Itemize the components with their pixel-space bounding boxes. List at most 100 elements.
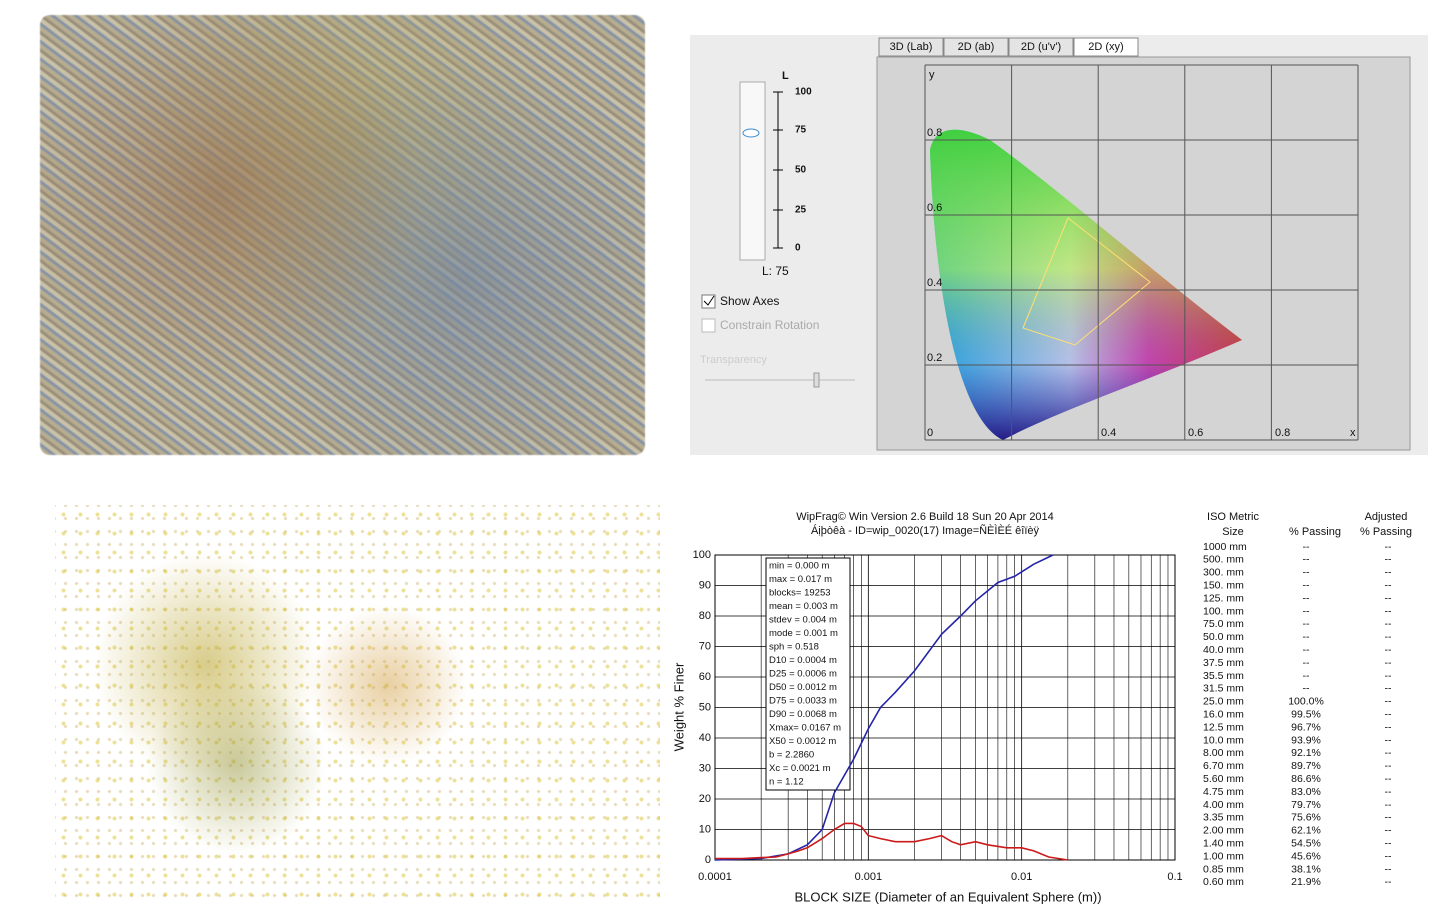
table-cell: 75.0 mm [1203, 618, 1244, 630]
table-header: ISO Metric [1207, 511, 1259, 523]
table-cell: 35.5 mm [1203, 670, 1244, 682]
ui-tick-label: 0.8 [1275, 427, 1290, 439]
tab-label: 3D (Lab) [890, 41, 933, 53]
table-cell: 21.9% [1291, 876, 1321, 888]
gamut-outline [1022, 217, 1151, 346]
y-tick-label: 10 [699, 823, 711, 835]
stats-line: min = 0.000 m [769, 561, 830, 572]
table-cell: -- [1385, 683, 1392, 695]
x-axis-label: BLOCK SIZE (Diameter of an Equivalent Sp… [794, 889, 1101, 904]
table-cell: 37.5 mm [1203, 657, 1244, 669]
tab-label: 2D (ab) [958, 41, 995, 53]
stats-line: max = 0.017 m [769, 574, 832, 585]
chart-title: WipFrag© Win Version 2.6 Build 18 Sun 20… [796, 511, 1054, 523]
table-cell: 31.5 mm [1203, 683, 1244, 695]
stats-line: mode = 0.001 m [769, 628, 838, 639]
table-cell: 100.0% [1288, 696, 1324, 708]
checkbox[interactable] [701, 294, 716, 309]
slider-tick-label: 0 [795, 243, 801, 254]
table-cell: 92.1% [1291, 747, 1321, 759]
stats-line: b = 2.2860 [769, 750, 814, 761]
stats-line: stdev = 0.004 m [769, 615, 837, 626]
table-cell: 16.0 mm [1203, 708, 1244, 720]
slider-caption: Transparency [700, 354, 767, 366]
table-cell: 93.9% [1291, 734, 1321, 746]
table-cell: -- [1385, 696, 1392, 708]
table-cell: 12.5 mm [1203, 721, 1244, 733]
table-header: % Passing [1360, 526, 1412, 538]
ui-tick-label: 0.6 [1188, 427, 1203, 439]
transparency-thumb[interactable] [813, 372, 820, 388]
table-cell: -- [1385, 618, 1392, 630]
table-cell: 79.7% [1291, 799, 1321, 811]
slider-tick-label: 25 [795, 205, 807, 216]
y-tick-label: 0 [705, 854, 711, 866]
tab-label: 2D (xy) [1088, 41, 1123, 53]
checkbox-label: Show Axes [720, 294, 779, 308]
table-cell: 1.00 mm [1203, 850, 1244, 862]
table-cell: 3.35 mm [1203, 812, 1244, 824]
x-tick-label: 0.0001 [698, 871, 732, 883]
rock-photo [40, 15, 645, 455]
slider-thumb[interactable] [742, 128, 760, 138]
table-cell: 75.6% [1291, 812, 1321, 824]
table-cell: 86.6% [1291, 773, 1321, 785]
data-line [714, 554, 1054, 861]
table-header: Size [1222, 526, 1243, 538]
checkbox[interactable] [701, 318, 716, 333]
stats-line: sph = 0.518 [769, 642, 819, 653]
table-cell: -- [1385, 631, 1392, 643]
table-cell: -- [1385, 799, 1392, 811]
table-cell: -- [1303, 670, 1310, 682]
chart-subtitle: Áịþòêà - ID=wip_0020(17) Image=ÑÈÌÈÉ êîï… [811, 524, 1040, 537]
stats-line: D10 = 0.0004 m [769, 655, 837, 666]
table-cell: 125. mm [1203, 592, 1244, 604]
slider-tick-label: 100 [795, 87, 812, 98]
table-cell: -- [1303, 618, 1310, 630]
tab-label: 2D (u'v') [1021, 41, 1061, 53]
y-tick-label: 30 [699, 762, 711, 774]
ui-tick-label: 0.8 [927, 127, 942, 139]
y-tick-label: 100 [693, 549, 711, 561]
table-cell: 300. mm [1203, 567, 1244, 579]
table-cell: 40.0 mm [1203, 644, 1244, 656]
y-tick-label: 90 [699, 579, 711, 591]
tab[interactable] [878, 37, 944, 57]
y-tick-label: 50 [699, 701, 711, 713]
slider-track[interactable] [739, 81, 766, 261]
x-tick-label: 0.001 [855, 871, 883, 883]
table-cell: 2.00 mm [1203, 825, 1244, 837]
table-cell: -- [1385, 657, 1392, 669]
table-cell: 96.7% [1291, 721, 1321, 733]
table-cell: -- [1385, 747, 1392, 759]
table-cell: -- [1385, 721, 1392, 733]
tab[interactable] [1073, 37, 1139, 57]
table-cell: -- [1303, 605, 1310, 617]
table-cell: -- [1303, 541, 1310, 553]
table-cell: 10.0 mm [1203, 734, 1244, 746]
y-axis-label: Weight % Finer [671, 662, 686, 751]
table-cell: 5.60 mm [1203, 773, 1244, 785]
ui-tick-label: 0 [927, 427, 933, 439]
slider-label: L [782, 70, 789, 82]
table-cell: -- [1385, 876, 1392, 888]
table-header: % Passing [1289, 526, 1341, 538]
plot-grid [924, 64, 1359, 441]
x-tick-label: 0.1 [1167, 871, 1182, 883]
y-tick-label: 70 [699, 640, 711, 652]
ui-tick-label: 0.6 [927, 202, 942, 214]
table-cell: 6.70 mm [1203, 760, 1244, 772]
table-cell: -- [1385, 825, 1392, 837]
table-cell: -- [1385, 592, 1392, 604]
table-cell: -- [1385, 773, 1392, 785]
table-cell: 45.6% [1291, 850, 1321, 862]
tab[interactable] [1008, 37, 1074, 57]
stats-line: D90 = 0.0068 m [769, 709, 837, 720]
table-cell: -- [1385, 605, 1392, 617]
stats-line: Xc = 0.0021 m [769, 763, 831, 774]
tab[interactable] [943, 37, 1009, 57]
slider-tick-label: 50 [795, 165, 807, 176]
table-cell: -- [1385, 554, 1392, 566]
table-cell: -- [1385, 760, 1392, 772]
